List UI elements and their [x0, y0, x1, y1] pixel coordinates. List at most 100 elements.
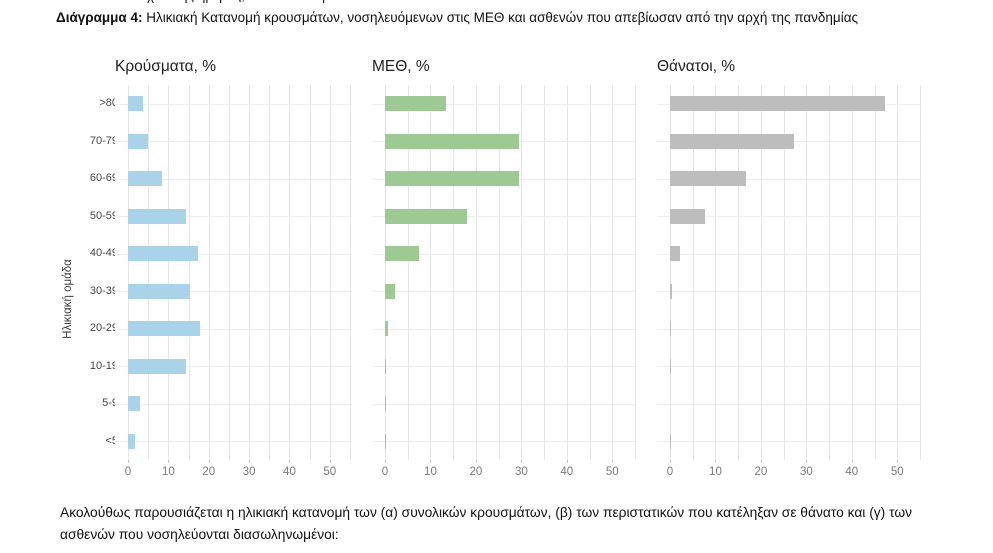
gridline-h [657, 216, 922, 218]
gridline-v [228, 85, 230, 460]
gridline-h [115, 366, 352, 368]
plot-area: 0 10 20 30 40 50 [372, 85, 637, 478]
bar [385, 433, 386, 449]
gridline-h [115, 403, 352, 405]
gridline-h [657, 328, 922, 330]
gridline-h [115, 178, 352, 180]
age-label: 60-69 [89, 172, 118, 184]
gridline-v [544, 85, 546, 460]
bar [385, 208, 468, 224]
x-tick-label: 0 [124, 466, 132, 478]
gridline-v [148, 85, 150, 460]
bar [128, 133, 149, 149]
bar [128, 321, 200, 337]
gridline-v [453, 85, 455, 460]
gridline-h [372, 366, 637, 368]
x-tick-label: 50 [890, 466, 904, 478]
bar [385, 96, 446, 112]
x-tick [385, 460, 386, 463]
gridline-v [208, 85, 210, 460]
x-tick-label: 30 [799, 466, 813, 478]
bar [128, 246, 198, 262]
bar [128, 283, 191, 299]
gridline-h [115, 328, 352, 330]
bar [128, 433, 135, 449]
gridline-v [289, 85, 291, 460]
x-tick [208, 460, 210, 463]
x-tick-label: 10 [709, 466, 722, 478]
paragraph-line: ασθενών που νοσηλεύονται διασωληνωμένοι: [60, 527, 339, 542]
gridline-v [521, 85, 523, 460]
gridline-v [897, 85, 899, 460]
bar [670, 133, 794, 149]
gridline-h [115, 216, 352, 218]
x-tick [612, 460, 614, 463]
gridline-h [115, 291, 352, 293]
x-tick [329, 460, 331, 463]
bar [128, 171, 163, 187]
x-tick-label: 50 [323, 466, 337, 478]
gridline-v [350, 85, 351, 460]
gridline-v [128, 85, 129, 460]
age-axis-labels: >80 70-79 60-69 50-59 40-49 30-39 20-29 10-19 5-… [60, 85, 118, 460]
gridline-v [269, 85, 271, 460]
bar [385, 171, 520, 187]
gridline-v [738, 85, 740, 460]
bar [385, 396, 386, 412]
facet-cases: Κρούσματα, % 0 10 20 30 40 50 [115, 58, 352, 487]
facet-title: Θάνατοι, % [657, 58, 736, 75]
paragraph-line: Ακολούθως παρουσιάζεται η ηλικιακή καταν… [60, 505, 913, 520]
bar [670, 433, 671, 449]
gridline-h [372, 328, 637, 330]
x-tick [806, 460, 808, 463]
x-tick-label: 50 [605, 466, 619, 478]
x-tick [851, 460, 853, 463]
x-tick-label: 10 [424, 466, 437, 478]
gridline-h [372, 103, 637, 105]
age-label: <5 [105, 434, 118, 447]
gridline-v [168, 85, 170, 460]
gridline-h [657, 178, 922, 180]
bar [670, 96, 885, 112]
gridline-v [475, 85, 477, 460]
gridline-v [851, 85, 853, 460]
x-tick [289, 460, 291, 463]
x-tick-label: 10 [161, 466, 175, 478]
caption-text: Ηλικιακή Κατανομή κρουσμάτων, νοσηλευόμε… [146, 10, 859, 25]
age-label: 20-29 [89, 322, 118, 334]
gridline-h [115, 253, 352, 255]
bar [385, 358, 386, 374]
x-tick [430, 460, 432, 463]
x-tick [168, 460, 170, 463]
x-tick-label: 20 [202, 466, 216, 478]
gridline-v [670, 85, 671, 460]
age-label: >80 [99, 97, 118, 109]
gridline-v [249, 85, 251, 460]
x-tick [670, 460, 671, 463]
gridline-h [115, 141, 352, 143]
bar [385, 133, 519, 149]
x-tick [715, 460, 717, 463]
gridline-v [385, 85, 386, 460]
gridline-v [612, 85, 614, 460]
gridline-v [407, 85, 409, 460]
gridline-v [806, 85, 808, 460]
age-label: 30-39 [89, 284, 118, 297]
gridline-v [874, 85, 876, 460]
gridline-v [829, 85, 831, 460]
cropped-text-line: από τα στοιχεία της ημέρας, ανά / 100 στ… [78, 0, 478, 5]
bar [670, 208, 705, 224]
x-tick-label: 0 [381, 466, 389, 478]
x-tick [566, 460, 568, 463]
facet-icu: ΜΕΘ, % 0 10 20 30 40 50 [372, 58, 637, 487]
gridline-v [635, 85, 636, 460]
gridline-v [760, 85, 762, 460]
bar [670, 246, 681, 262]
gridline-h [372, 253, 637, 255]
gridline-h [657, 253, 922, 255]
age-label: 50-59 [89, 209, 118, 222]
gridline-h [657, 366, 922, 368]
bar [670, 171, 746, 187]
gridline-h [115, 441, 352, 443]
